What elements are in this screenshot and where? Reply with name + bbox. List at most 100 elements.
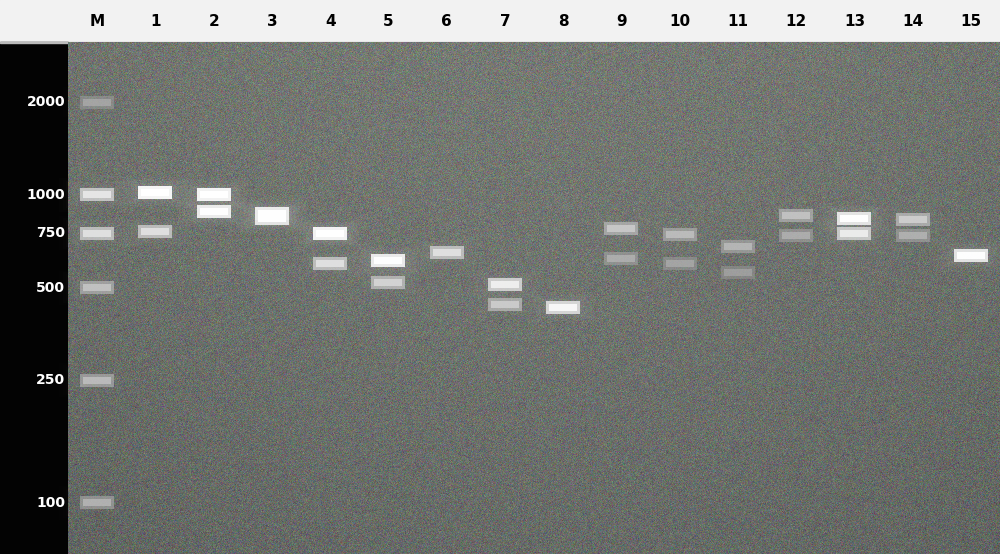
Bar — [80, 374, 114, 387]
Bar — [186, 200, 241, 224]
Bar — [543, 300, 584, 316]
Bar — [549, 304, 577, 311]
Bar — [875, 203, 951, 237]
Bar — [604, 252, 638, 265]
Bar — [83, 230, 111, 237]
Bar — [765, 202, 827, 229]
Bar — [77, 225, 118, 242]
Bar — [885, 208, 940, 232]
Bar — [491, 301, 519, 308]
Bar — [772, 225, 820, 245]
Bar — [303, 222, 358, 245]
Bar — [957, 252, 985, 259]
Bar — [940, 242, 1000, 269]
Text: 750: 750 — [36, 227, 65, 240]
Bar — [652, 223, 707, 246]
Bar — [649, 220, 711, 248]
Bar — [248, 203, 296, 223]
Bar — [350, 265, 426, 299]
Bar — [899, 216, 927, 223]
Bar — [481, 295, 529, 315]
Bar — [840, 215, 868, 222]
Bar — [131, 222, 179, 242]
Bar — [423, 243, 471, 263]
Bar — [77, 279, 118, 296]
Bar — [176, 178, 252, 212]
Bar — [663, 257, 697, 270]
Bar — [896, 229, 930, 242]
Bar — [823, 220, 885, 247]
Bar — [700, 229, 776, 264]
Bar — [296, 218, 365, 249]
Bar — [70, 222, 125, 245]
Bar — [776, 227, 817, 243]
Text: 3: 3 — [267, 13, 277, 28]
Bar — [70, 491, 125, 515]
Bar — [943, 244, 998, 268]
Text: 5: 5 — [383, 13, 394, 28]
Bar — [77, 495, 118, 511]
Bar — [80, 496, 114, 509]
Bar — [234, 197, 310, 230]
Bar — [467, 288, 543, 322]
Bar — [933, 239, 1000, 273]
Bar — [659, 226, 700, 243]
Bar — [594, 247, 649, 270]
Bar — [721, 240, 755, 253]
Bar — [241, 200, 303, 227]
Bar — [0, 0, 1000, 42]
Bar — [587, 213, 656, 243]
Bar — [426, 244, 467, 261]
Bar — [313, 257, 347, 270]
Bar — [131, 182, 179, 202]
Bar — [896, 213, 930, 226]
Bar — [73, 185, 121, 205]
Bar — [762, 200, 831, 230]
Bar — [310, 225, 351, 242]
Bar — [200, 208, 228, 216]
Bar — [306, 223, 354, 243]
Bar — [368, 274, 409, 290]
Text: 1000: 1000 — [26, 188, 65, 202]
Bar — [409, 235, 485, 269]
Bar — [769, 203, 824, 227]
Bar — [477, 273, 532, 296]
Bar — [470, 270, 539, 300]
Bar — [707, 233, 769, 260]
Bar — [882, 206, 944, 233]
Bar — [529, 293, 598, 323]
Bar — [176, 195, 252, 229]
Bar — [950, 247, 991, 264]
Bar — [70, 183, 125, 207]
Bar — [717, 238, 758, 255]
Bar — [470, 289, 539, 320]
Bar — [652, 252, 707, 275]
Text: 12: 12 — [786, 13, 807, 28]
Bar — [601, 220, 642, 237]
Bar — [364, 251, 412, 271]
Bar — [889, 210, 937, 230]
Bar — [117, 214, 193, 249]
Bar — [834, 210, 875, 227]
Bar — [80, 188, 114, 202]
Bar — [820, 218, 889, 249]
Bar — [477, 293, 532, 316]
Bar — [546, 301, 580, 314]
Bar — [0, 42, 68, 554]
Bar — [594, 217, 649, 240]
Bar — [83, 191, 111, 198]
Bar — [892, 227, 933, 243]
Bar — [66, 181, 128, 208]
Bar — [59, 178, 135, 212]
Bar — [769, 223, 824, 247]
Bar — [138, 225, 172, 238]
Bar — [532, 294, 594, 321]
Bar — [183, 198, 245, 225]
Bar — [590, 214, 652, 242]
Bar — [251, 210, 292, 227]
Bar — [244, 202, 299, 225]
Bar — [583, 211, 659, 245]
Bar — [419, 241, 474, 264]
Bar — [128, 220, 183, 243]
Bar — [316, 230, 344, 237]
